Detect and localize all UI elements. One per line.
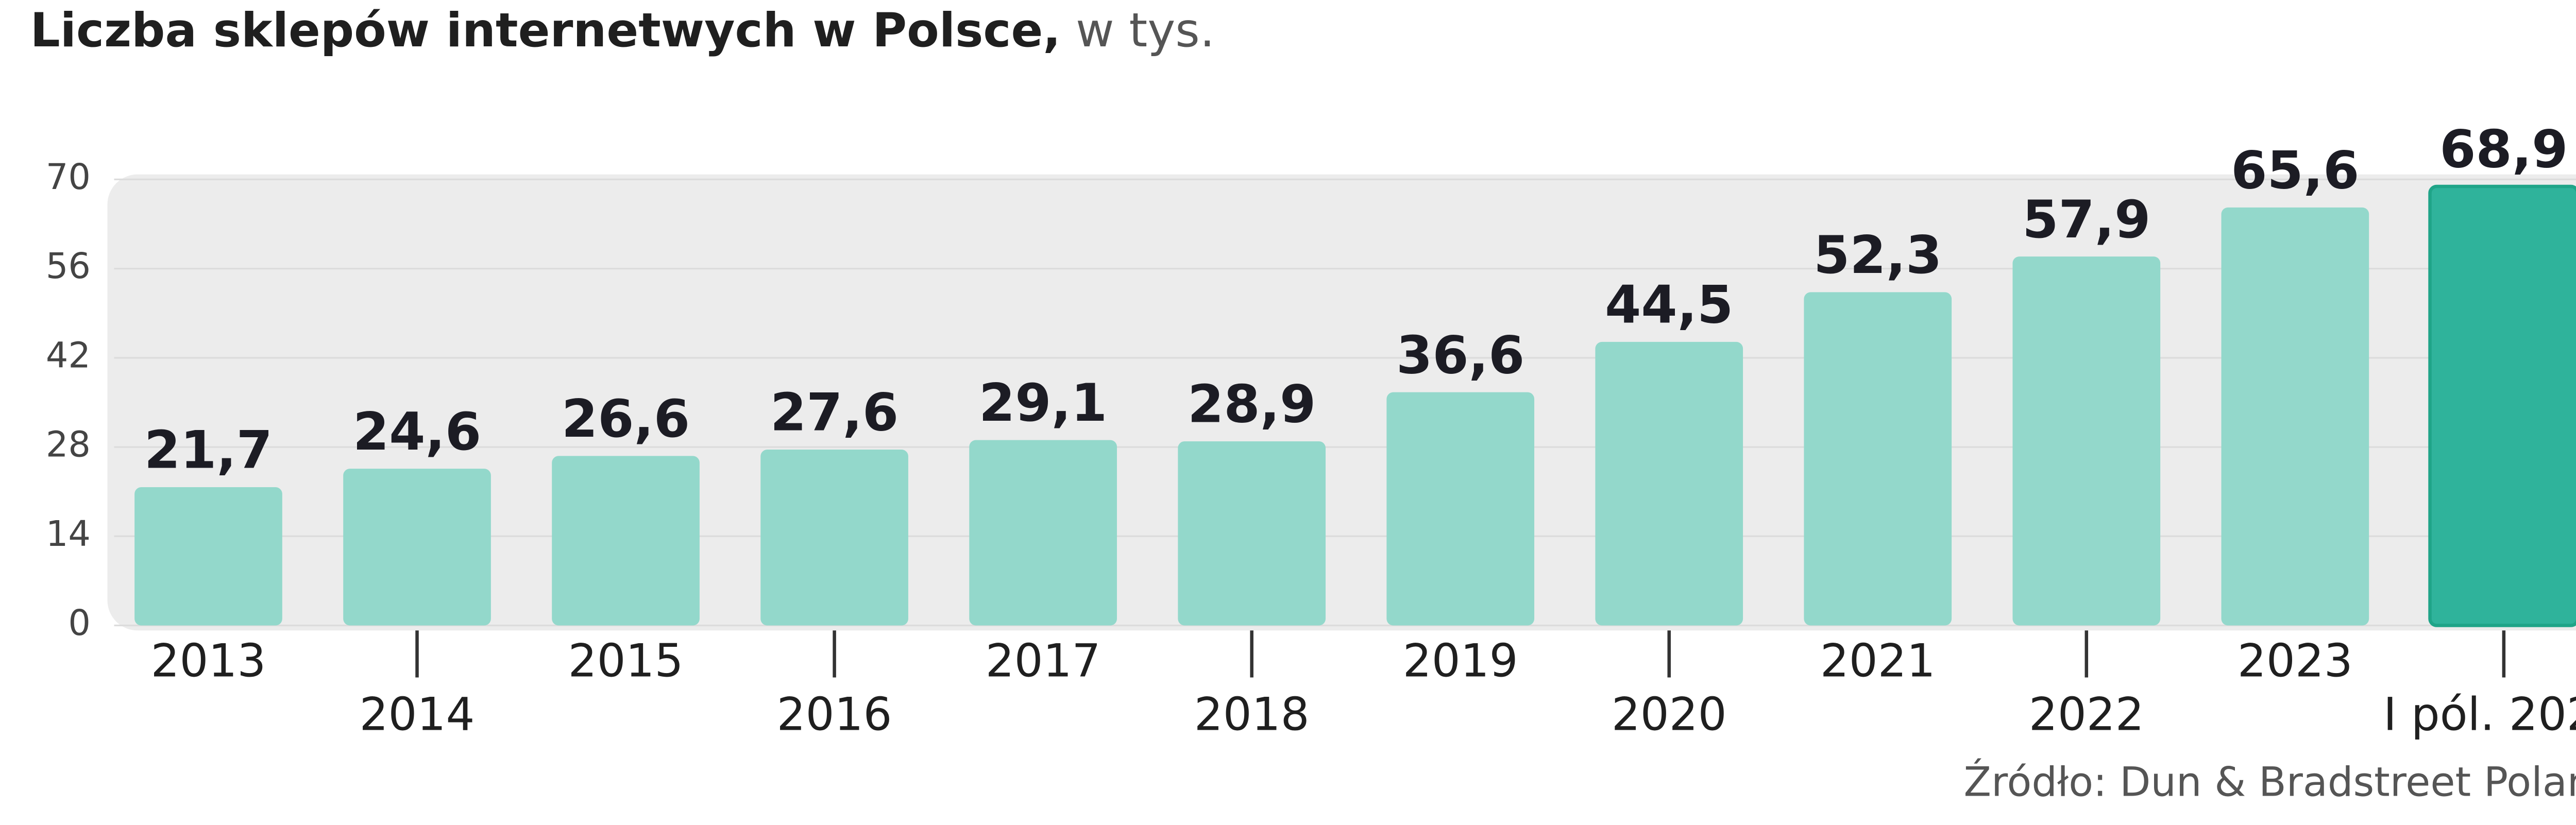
- bar: [1178, 441, 1326, 626]
- x-tick-label: I pól. 2024: [2383, 688, 2576, 741]
- x-tick-label: 2016: [777, 688, 892, 741]
- bar: [2012, 256, 2161, 626]
- value-label: 57,9: [2022, 189, 2150, 250]
- value-label: 21,7: [144, 420, 273, 480]
- bar: [343, 469, 491, 626]
- value-label: 44,5: [1605, 274, 1733, 335]
- bar: [552, 456, 700, 626]
- value-label: 29,1: [979, 372, 1107, 433]
- x-tick-label: 2017: [986, 634, 1101, 687]
- bar: [1386, 392, 1535, 626]
- y-tick-label: 56: [46, 246, 91, 287]
- x-tick-label: 2015: [568, 634, 684, 687]
- value-label: 27,6: [770, 382, 899, 443]
- x-tick-label: 2021: [1820, 634, 1936, 687]
- value-label: 28,9: [1188, 374, 1316, 435]
- x-tick-label: 2022: [2029, 688, 2144, 741]
- y-tick-label: 42: [46, 335, 91, 376]
- value-label: 68,9: [2439, 119, 2568, 180]
- y-tick-label: 28: [46, 425, 91, 466]
- value-label: 36,6: [1396, 324, 1524, 385]
- subtitle: w tys.: [1076, 3, 1215, 58]
- bar: [134, 487, 282, 626]
- value-label: 52,3: [1814, 225, 1942, 285]
- y-tick-label: 14: [46, 514, 91, 555]
- bar: [1595, 341, 1743, 626]
- y-tick-label: 0: [68, 603, 91, 644]
- bar: [2428, 184, 2576, 627]
- x-tick-label: 2014: [360, 688, 475, 741]
- y-tick-label: 70: [46, 157, 91, 198]
- bar: [2221, 207, 2369, 626]
- value-label: 24,6: [353, 401, 481, 462]
- bar: [969, 440, 1117, 626]
- x-tick-label: 2023: [2238, 634, 2353, 687]
- x-tick-label: 2019: [1403, 634, 1518, 687]
- x-tick-label: 2013: [151, 634, 266, 687]
- bar: [1804, 292, 1952, 626]
- source: Źródło: Dun & Bradstreet Poland: [1964, 758, 2576, 805]
- value-label: 65,6: [2231, 140, 2359, 201]
- x-tick-label: 2018: [1194, 688, 1310, 741]
- chart-title: Liczba sklepów internetwych w Polsce, w …: [30, 3, 1215, 58]
- value-label: 26,6: [562, 388, 690, 449]
- x-tick-label: 2020: [1612, 688, 1727, 741]
- plot-background: [107, 174, 2576, 631]
- bar: [760, 450, 908, 626]
- title: Liczba sklepów internetwych w Polsce,: [30, 3, 1061, 58]
